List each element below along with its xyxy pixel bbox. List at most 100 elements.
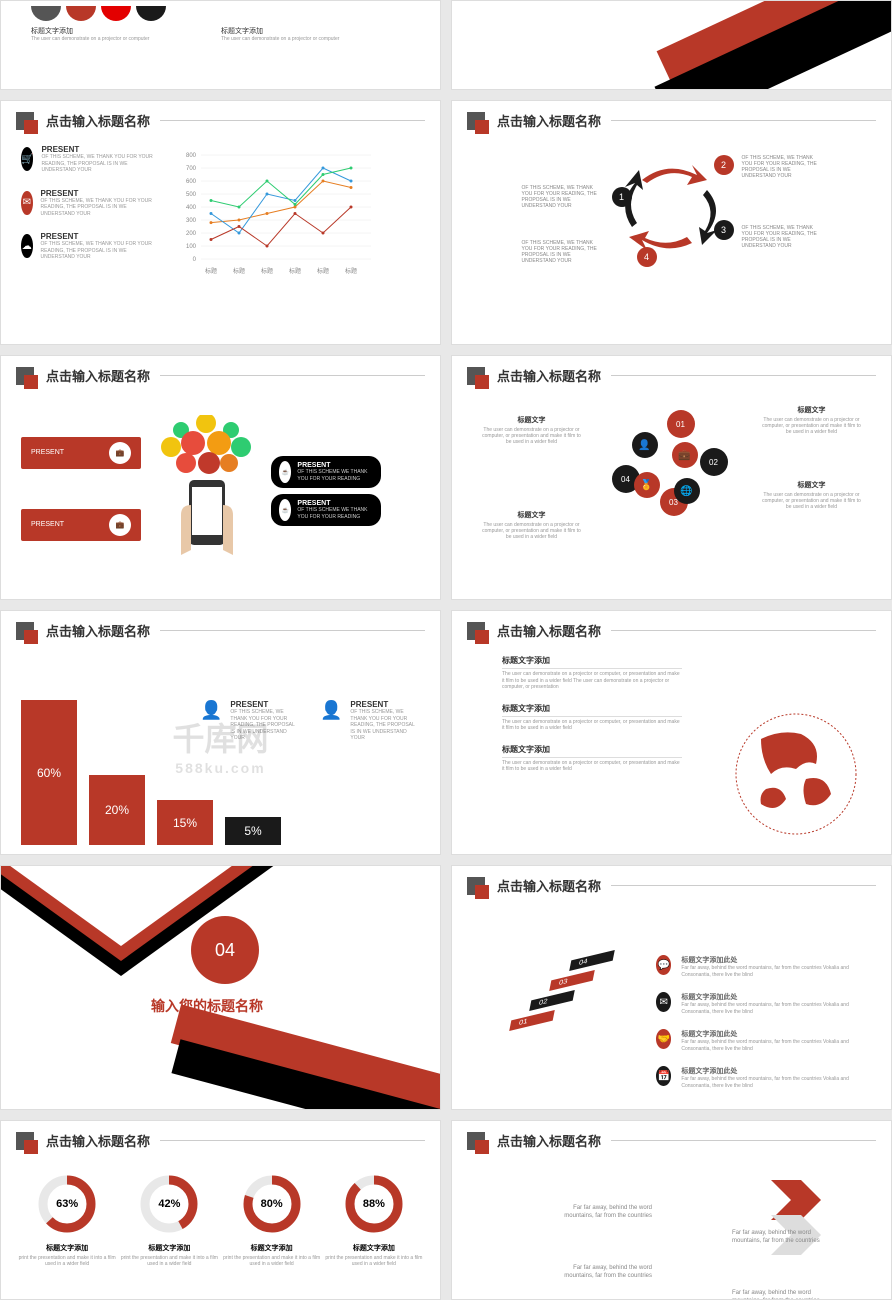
corner-title: 标题文字 (762, 405, 862, 415)
svg-text:标题: 标题 (261, 267, 273, 275)
donut-desc: print the presentation and make it into … (221, 1255, 323, 1267)
half-circle (136, 6, 166, 21)
present-box-dark: ☕PRESENTOF THIS SCHEME WE THANK YOU FOR … (271, 494, 381, 526)
text-section: 标题文字添加 The user can demonstrate on a proj… (502, 744, 682, 773)
section-desc: The user can demonstrate on a projector … (502, 671, 682, 691)
donut-pct: 88% (363, 1198, 385, 1210)
left-boxes: PRESENT💼PRESENT💼 (21, 437, 141, 546)
cycle-number: 2 (714, 155, 734, 175)
svg-text:500: 500 (186, 192, 197, 198)
list-title: 标题文字添加此处 (681, 992, 866, 1002)
corner-text: 标题文字The user can demonstrate on a projec… (762, 480, 862, 510)
person-desc: OF THIS SCHEME, WE THANK YOU FOR YOUR RE… (230, 709, 300, 742)
slide-line-chart: 点击输入标题名称 🛒PRESENTOF THIS SCHEME, WE THAN… (0, 100, 441, 345)
blob-icon: 🏅 (634, 472, 660, 498)
slide-title: 点击输入标题名称 (497, 111, 601, 130)
arrow-text: Far far away, behind the word mountains,… (732, 1230, 832, 1246)
stair-step: 04 (569, 950, 615, 971)
donut-desc: print the presentation and make it into … (118, 1255, 220, 1267)
box-label: PRESENT (31, 449, 64, 456)
coffee-icon: ☕ (279, 461, 291, 483)
donut-pct: 80% (261, 1198, 283, 1210)
donut-item: 42%标题文字添加print the presentation and make… (118, 1175, 220, 1267)
slide-1-partial: 标题文字添加The user can demonstrate on a proj… (0, 0, 441, 90)
box-label: PRESENT (297, 500, 373, 507)
coffee-icon: ☕ (279, 499, 291, 521)
donut-item: 80% 标题文字添加 print the presentation and make… (221, 1175, 323, 1267)
arrow-text: Far far away, behind the word mountains,… (552, 1205, 652, 1221)
donut-item: 63%标题文字添加print the presentation and make… (16, 1175, 118, 1267)
section-title: 标题文字添加 (502, 744, 682, 758)
donut-pct: 63% (56, 1198, 78, 1210)
title-sq-gray (16, 112, 34, 130)
section-desc: The user can demonstrate on a projector … (502, 760, 682, 773)
half-circle (66, 6, 96, 21)
person-blocks: 👤PRESENTOF THIS SCHEME, WE THANK YOU FOR… (200, 700, 420, 742)
right-boxes: ☕PRESENTOF THIS SCHEME WE THANK YOU FOR … (271, 450, 381, 532)
list-item: 🤝 标题文字添加此处Far far away, behind the word m… (656, 1029, 866, 1052)
list-icon: 📅 (656, 1066, 671, 1086)
slide-section-divider: 04 输入您的标题名称 (0, 865, 441, 1110)
bar: 20% (89, 775, 145, 845)
section-desc: The user can demonstrate on a projector … (502, 719, 682, 732)
list-desc: Far far away, behind the word mountains,… (681, 1039, 866, 1052)
blob-number: 02 (700, 448, 728, 476)
arrow-content: Far far away, behind the word mountains,… (452, 1155, 891, 1295)
text-columns: 标题文字添加The user can demonstrate on a proj… (1, 21, 440, 48)
corner-desc: The user can demonstrate on a projector … (762, 492, 862, 510)
slide-arrows: 点击输入标题名称 Far far away, behind the word m… (451, 1120, 892, 1300)
person-block: 👤PRESENTOF THIS SCHEME, WE THANK YOU FOR… (320, 700, 420, 742)
present-box: PRESENT💼 (21, 509, 141, 541)
svg-text:200: 200 (186, 231, 197, 237)
list-icon: 🤝 (656, 1029, 671, 1049)
cycle-number: 3 (714, 220, 734, 240)
list-icon: ✉ (656, 992, 671, 1012)
item-title: PRESENT (41, 232, 161, 241)
svg-text:600: 600 (186, 179, 197, 185)
text-sections: 标题文字添加 The user can demonstrate on a proj… (472, 655, 712, 773)
slide-cycle: 点击输入标题名称 1234OF THIS SCHEME, WE THANK YO… (451, 100, 892, 345)
corner-text: 标题文字The user can demonstrate on a projec… (762, 405, 862, 435)
svg-text:标题: 标题 (289, 267, 301, 275)
half-circle (101, 6, 131, 21)
cycle-text: OF THIS SCHEME, WE THANK YOU FOR YOUR RE… (522, 240, 602, 264)
svg-text:标题: 标题 (317, 267, 329, 275)
section-title: 标题文字添加 (502, 703, 682, 717)
cycle-diagram: 1234OF THIS SCHEME, WE THANK YOU FOR YOU… (607, 155, 737, 265)
item-icon: ☁ (21, 234, 33, 258)
item-icon: 🛒 (21, 147, 33, 171)
donut-label: 标题文字添加 (221, 1243, 323, 1253)
col-desc: The user can demonstrate on a projector … (221, 36, 341, 43)
svg-text:400: 400 (186, 205, 197, 211)
donut-label: 标题文字添加 (323, 1243, 425, 1253)
list-title: 标题文字添加此处 (681, 1029, 866, 1039)
item-desc: OF THIS SCHEME, WE THANK YOU FOR YOUR RE… (41, 198, 161, 218)
half-circle (31, 6, 61, 21)
donut-desc: print the presentation and make it into … (323, 1255, 425, 1267)
person-desc: OF THIS SCHEME, WE THANK YOU FOR YOUR RE… (350, 709, 420, 742)
corner-title: 标题文字 (482, 415, 582, 425)
cycle-text: OF THIS SCHEME, WE THANK YOU FOR YOUR RE… (742, 225, 822, 249)
box-label: PRESENT (31, 521, 64, 528)
slide-title: 点击输入标题名称 (46, 621, 150, 640)
svg-text:标题: 标题 (233, 267, 245, 275)
section-title: 输入您的标题名称 (151, 996, 263, 1016)
col-title: 标题文字添加 (221, 26, 341, 36)
briefcase-icon: 💼 (109, 442, 131, 464)
person-title: PRESENT (230, 700, 300, 709)
item-desc: OF THIS SCHEME, WE THANK YOU FOR YOUR RE… (41, 154, 161, 174)
donut-label: 标题文字添加 (118, 1243, 220, 1253)
corner-title: 标题文字 (482, 510, 582, 520)
triangle-white (0, 865, 301, 946)
present-item: ✉PRESENTOF THIS SCHEME, WE THANK YOU FOR… (21, 189, 161, 218)
donut-ring: 63% (38, 1175, 96, 1233)
list-title: 标题文字添加此处 (681, 1066, 866, 1076)
item-desc: OF THIS SCHEME, WE THANK YOU FOR YOUR RE… (41, 241, 161, 261)
slide-title: 点击输入标题名称 (46, 111, 150, 130)
corner-desc: The user can demonstrate on a projector … (482, 522, 582, 540)
person-block: 👤PRESENTOF THIS SCHEME, WE THANK YOU FOR… (200, 700, 300, 742)
slide-phone: 点击输入标题名称 PRESENT💼PRESENT💼 ☕PRESENTOF THI… (0, 355, 441, 600)
list-title: 标题文字添加此处 (681, 955, 866, 965)
title-sq-red (24, 120, 38, 134)
stair-step: 03 (549, 970, 595, 991)
